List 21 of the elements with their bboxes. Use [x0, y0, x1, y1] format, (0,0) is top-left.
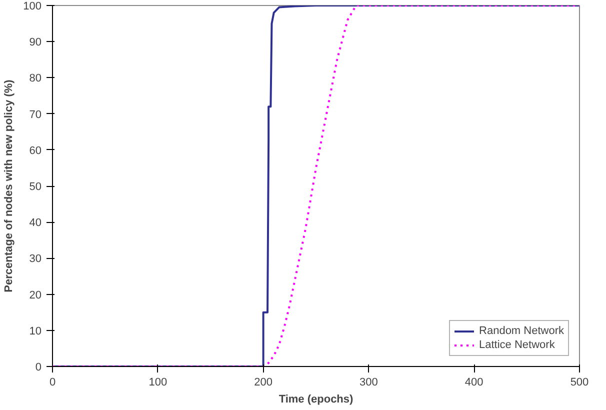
y-tick-label: 40: [29, 217, 42, 230]
y-tick-label: 70: [29, 108, 42, 121]
y-axis-title: Percentage of nodes with new policy (%): [3, 79, 16, 292]
y-tick-label: 20: [29, 289, 42, 302]
y-tick-label: 90: [29, 36, 42, 49]
legend-label: Lattice Network: [479, 339, 555, 351]
y-tick-label: 60: [29, 144, 42, 157]
y-tick-label: 50: [29, 181, 42, 193]
x-tick-label: 200: [254, 376, 272, 388]
x-axis-title: Time (epochs): [278, 394, 354, 406]
y-tick-label: 100: [23, 0, 42, 12]
x-tick-label: 300: [360, 376, 378, 388]
x-tick-label: 400: [464, 376, 484, 388]
y-tick-label: 80: [29, 72, 42, 85]
legend-label: Random Network: [479, 325, 564, 337]
y-tick-label: 30: [29, 253, 42, 266]
y-tick-label: 10: [29, 325, 42, 338]
y-tick-label: 0: [35, 362, 42, 374]
x-tick-label: 0: [49, 376, 56, 388]
x-tick-label: 100: [148, 376, 168, 388]
x-tick-label: 500: [570, 376, 589, 388]
